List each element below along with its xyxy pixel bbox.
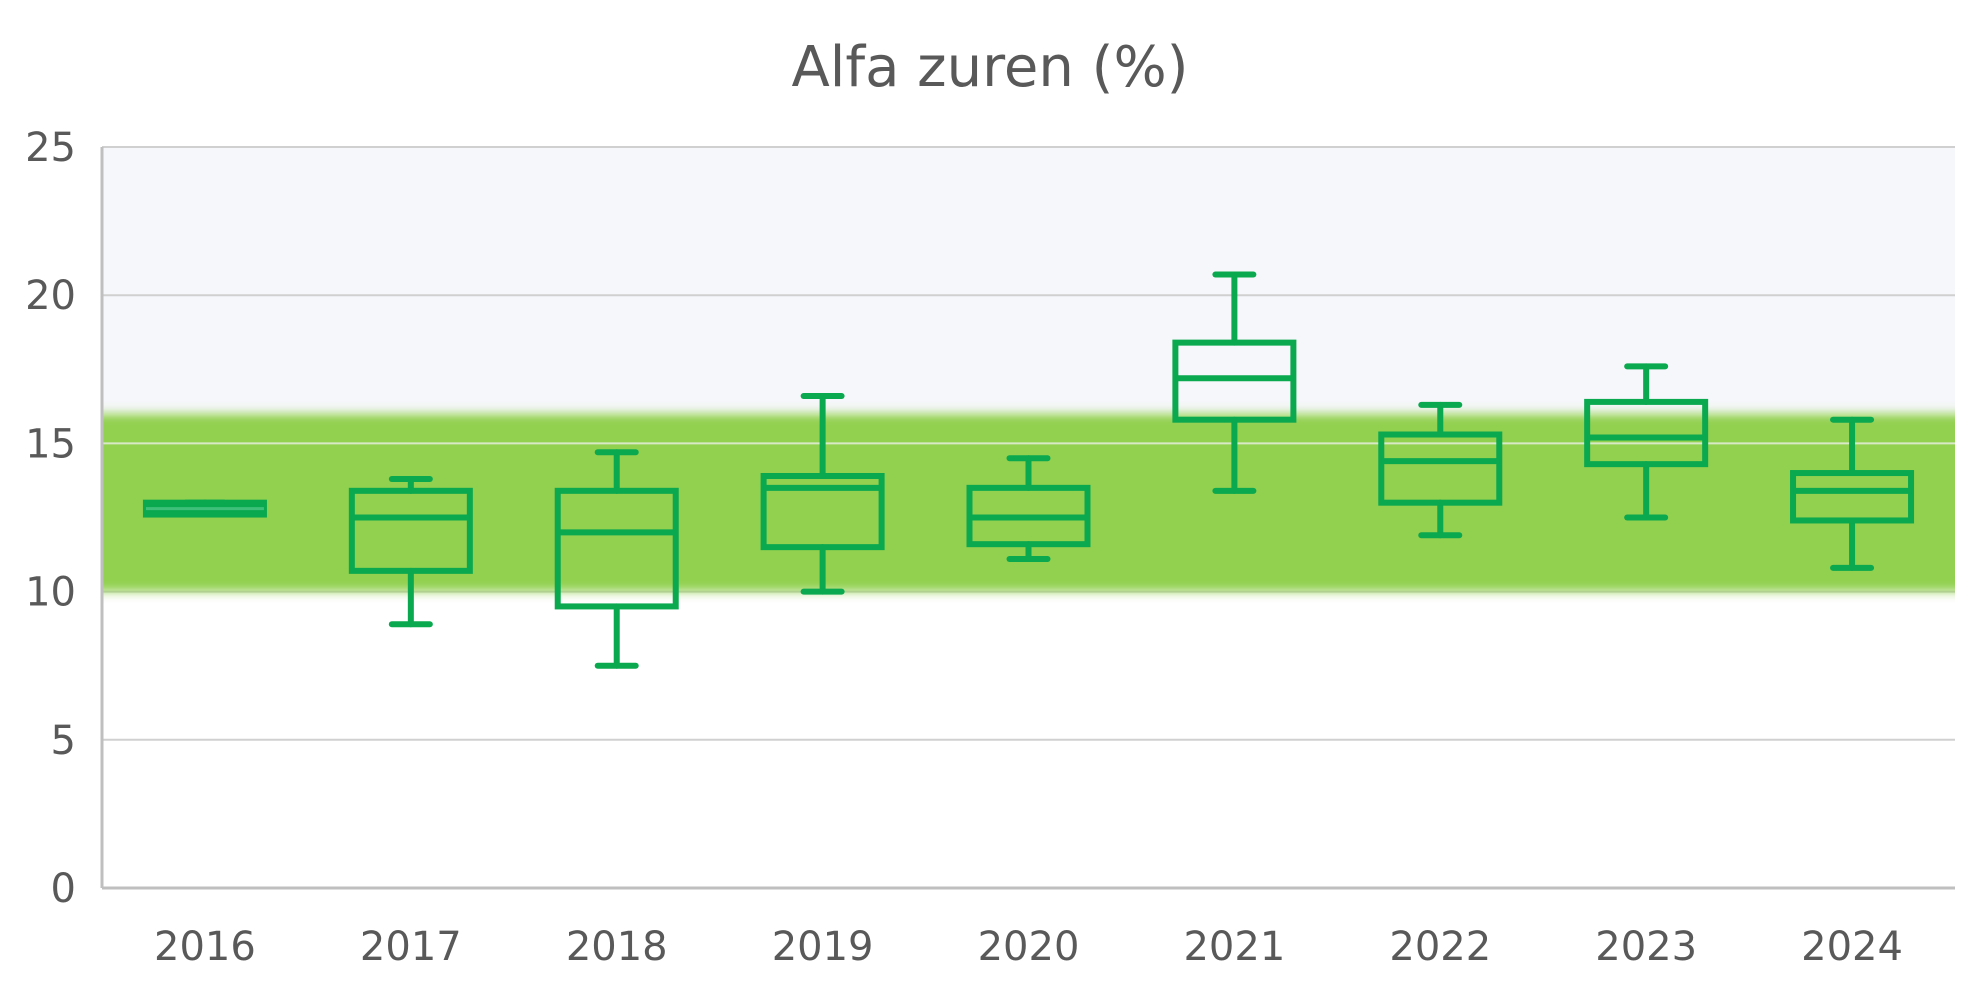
y-tick-label: 25	[25, 125, 76, 171]
box-2019	[760, 392, 885, 595]
box-2023	[1584, 363, 1709, 521]
x-tick-label: 2023	[1595, 924, 1697, 970]
box-2018	[554, 449, 679, 669]
box-2020	[966, 455, 1091, 562]
iqr-box	[1790, 470, 1915, 524]
box-2021	[1172, 271, 1297, 494]
y-tick-label: 5	[51, 718, 76, 764]
upper-shaded-area	[102, 147, 1955, 414]
x-tick-label: 2019	[772, 924, 874, 970]
iqr-box	[554, 487, 679, 610]
x-tick-label: 2018	[566, 924, 668, 970]
iqr-box	[760, 473, 885, 551]
x-tick-label: 2021	[1183, 924, 1285, 970]
box-2017	[348, 475, 473, 628]
y-tick-label: 0	[51, 866, 76, 912]
x-tick-label: 2024	[1801, 924, 1903, 970]
x-tick-label: 2017	[360, 924, 462, 970]
y-tick-label: 10	[25, 570, 76, 616]
iqr-box	[348, 487, 473, 574]
x-tick-label: 2016	[154, 924, 256, 970]
iqr-box	[1584, 398, 1709, 468]
chart-title: Alfa zuren (%)	[791, 35, 1188, 100]
box-2022	[1378, 401, 1503, 539]
x-tick-label: 2022	[1389, 924, 1491, 970]
iqr-box	[1378, 431, 1503, 506]
y-tick-label: 20	[25, 273, 76, 319]
plot-area: 0 5 10 15 20 25 2016 2017 2018 2019 2020 2021 2022 20…	[25, 125, 1955, 970]
box-2016	[142, 499, 267, 518]
y-tick-label: 15	[25, 421, 76, 467]
x-tick-label: 2020	[978, 924, 1080, 970]
box-2024	[1790, 416, 1915, 571]
